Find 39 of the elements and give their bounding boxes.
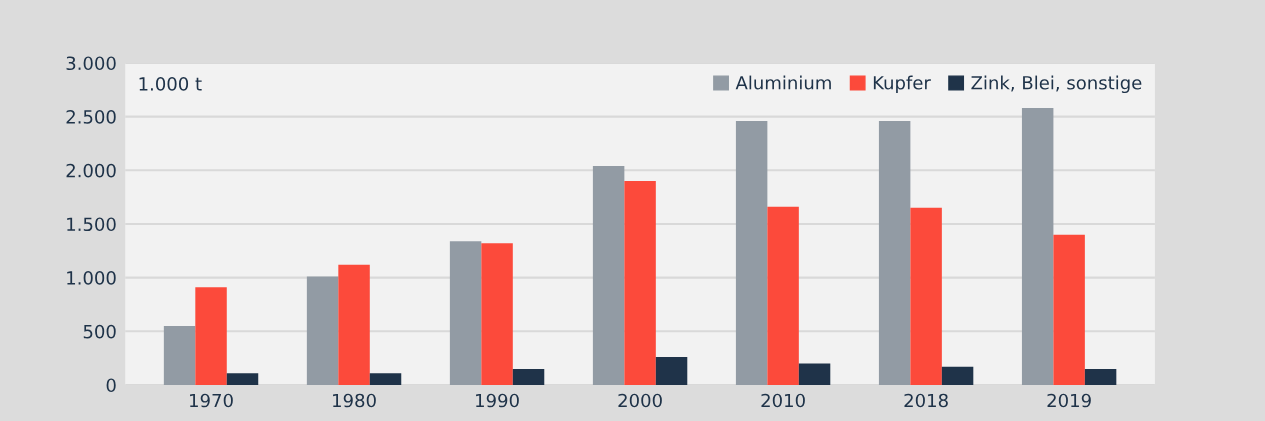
x-tick-label: 1990	[476, 393, 519, 408]
y-tick-label: 500	[83, 324, 116, 339]
bar	[735, 120, 768, 385]
y-tick-label: 2.500	[66, 110, 116, 124]
y-tick-label: 3.000	[66, 56, 116, 71]
bar	[655, 357, 688, 385]
bar	[798, 363, 831, 385]
bar	[195, 287, 227, 385]
y-tick-label: 1.000	[67, 271, 116, 285]
x-tick-label: 2019	[1047, 393, 1091, 408]
legend-label: Zink, Blei, sonstige	[971, 75, 1142, 94]
bar	[226, 373, 259, 385]
bar	[941, 366, 974, 385]
x-tick-label: 2000	[618, 393, 662, 408]
y-tick-label: 1.500	[67, 217, 116, 232]
x-tick-label: 1970	[190, 393, 233, 408]
bar	[512, 368, 545, 385]
x-tick-label: 2018	[904, 393, 948, 408]
bar	[481, 243, 513, 385]
bar	[1084, 368, 1117, 385]
annotation: 1.000 t	[139, 77, 202, 91]
legend-label: Aluminium	[735, 75, 831, 90]
bar	[1053, 234, 1085, 385]
y-tick-label: 0	[106, 378, 116, 393]
bar	[910, 207, 942, 385]
bar	[369, 373, 402, 385]
bar	[592, 166, 625, 385]
x-tick-label: 1980	[333, 393, 376, 408]
bar	[767, 206, 799, 385]
bar	[878, 120, 911, 385]
bar	[449, 241, 482, 385]
legend-label: Kupfer	[873, 75, 931, 94]
bar	[338, 264, 370, 385]
bar	[624, 181, 656, 385]
y-tick-label: 2.000	[66, 163, 116, 178]
x-tick-label: 2010	[761, 393, 805, 408]
bar	[306, 276, 339, 385]
bar	[163, 325, 196, 385]
bar	[1021, 108, 1054, 385]
